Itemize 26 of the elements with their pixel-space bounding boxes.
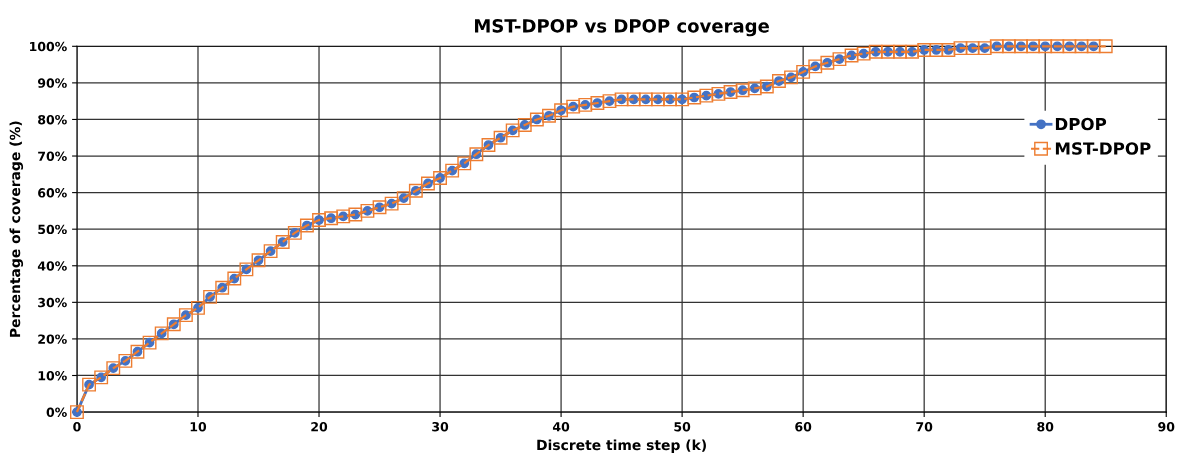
x-tick-label: 60 <box>795 422 812 432</box>
y-tick-label: 90% <box>37 78 67 88</box>
x-axis-title: Discrete time step (k) <box>537 439 706 453</box>
y-tick-label: 30% <box>38 297 67 308</box>
y-tick-label: 40% <box>37 261 67 271</box>
y-tick-label: 100% <box>30 41 67 52</box>
x-tick-label: 70 <box>916 422 933 432</box>
y-axis-title: Percentage of coverage (%) <box>9 121 24 337</box>
legend-label: DPOP <box>1055 117 1107 131</box>
y-tick-label: 10% <box>38 370 67 381</box>
x-tick-label: 30 <box>432 422 449 432</box>
x-tick-label: 50 <box>674 422 691 432</box>
x-tick-label: 10 <box>190 422 207 432</box>
y-tick-label: 60% <box>38 188 67 198</box>
legend-label: MST-DPOP <box>1055 142 1151 155</box>
y-tick-label: 80% <box>38 114 67 125</box>
x-tick-label: 40 <box>552 422 570 432</box>
y-tick-label: 70% <box>38 151 67 161</box>
x-tick-label: 20 <box>311 422 328 432</box>
chart-title: MST-DPOP vs DPOP coverage <box>475 19 769 37</box>
x-tick-label: 0 <box>73 422 81 432</box>
x-tick-label: 80 <box>1037 422 1054 432</box>
y-tick-label: 50% <box>38 224 67 235</box>
y-tick-label: 20% <box>38 334 67 344</box>
x-tick-label: 90 <box>1158 422 1175 432</box>
y-tick-label: 0% <box>46 407 67 417</box>
